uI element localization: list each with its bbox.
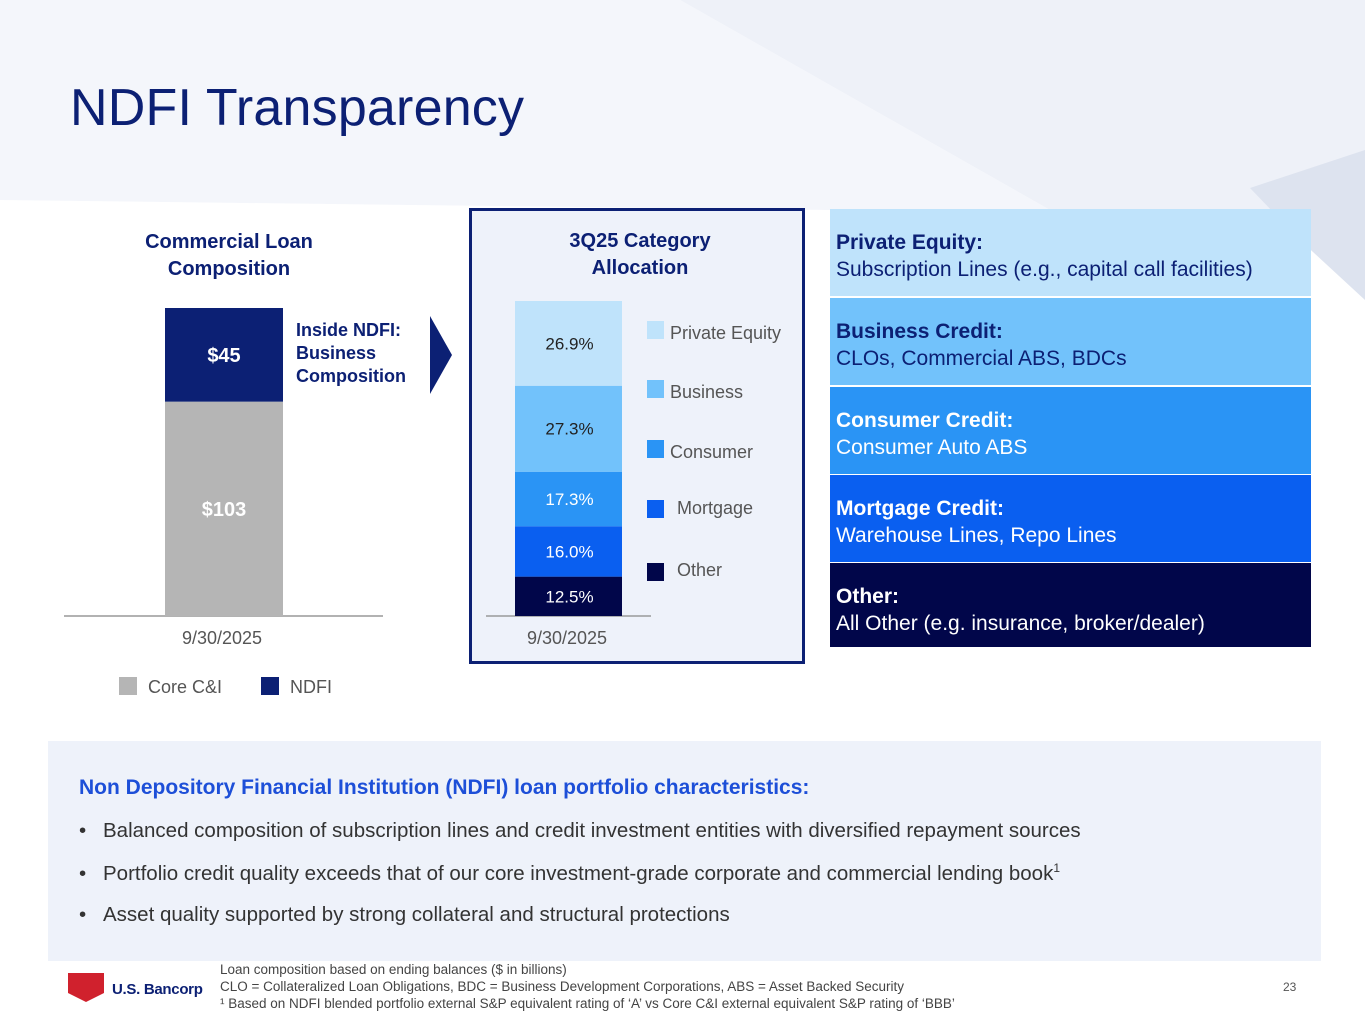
logo-wordmark: U.S. Bancorp xyxy=(112,981,203,998)
category-text: Subscription Lines (e.g., capital call f… xyxy=(836,258,1253,281)
bullet-item: • Asset quality supported by strong colla… xyxy=(79,903,730,926)
segment-data-label: 17.3% xyxy=(545,490,593,509)
page-number: 23 xyxy=(1283,980,1297,994)
bullet-item: • Balanced composition of subscription li… xyxy=(79,819,1081,842)
category-panel-business-credit: Business Credit: CLOs, Commercial ABS, B… xyxy=(830,298,1311,385)
legend-label: Core C&I xyxy=(148,677,222,697)
category-text: All Other (e.g. insurance, broker/dealer… xyxy=(836,612,1205,635)
category-panel-consumer-credit: Consumer Credit: Consumer Auto ABS xyxy=(830,387,1311,474)
segment-data-label: 26.9% xyxy=(545,334,593,353)
footnote-3: ¹ Based on NDFI blended portfolio extern… xyxy=(220,996,955,1011)
chart2-title-line1: 3Q25 Category xyxy=(569,230,711,252)
legend-label: NDFI xyxy=(290,677,332,697)
footnote-1: Loan composition based on ending balance… xyxy=(220,962,567,977)
footnote-2: CLO = Collateralized Loan Obligations, B… xyxy=(220,979,904,994)
legend-swatch xyxy=(647,563,664,581)
legend-label: Other xyxy=(677,560,722,580)
category-text: Warehouse Lines, Repo Lines xyxy=(836,524,1117,547)
bar-segment-mortgage xyxy=(515,526,622,577)
characteristics-panel xyxy=(48,741,1321,961)
legend-swatch xyxy=(119,677,137,695)
characteristics-heading: Non Depository Financial Institution (ND… xyxy=(79,776,810,799)
bar-ndfi xyxy=(165,308,283,402)
footnote-ref: 1 xyxy=(1053,861,1061,875)
bar-segment-other xyxy=(515,576,622,616)
chart1-title-line1: Commercial Loan xyxy=(145,231,313,253)
chart2-x-tick: 9/30/2025 xyxy=(527,628,607,648)
chart2-title-line2: Allocation xyxy=(591,257,689,279)
bar-data-label: $45 xyxy=(207,345,240,367)
legend-swatch xyxy=(647,500,664,518)
category-panel-mortgage-credit: Mortgage Credit: Warehouse Lines, Repo L… xyxy=(830,475,1311,562)
legend-label: Mortgage xyxy=(677,498,753,518)
bank-logo-shield-icon xyxy=(68,973,104,1002)
arrow-right-icon xyxy=(430,316,452,394)
legend-swatch xyxy=(647,380,664,398)
chart1-x-tick: 9/30/2025 xyxy=(182,628,262,648)
chart1-title-line2: Composition xyxy=(167,258,291,280)
category-panel-other: Other: All Other (e.g. insurance, broker… xyxy=(830,563,1311,647)
legend-swatch xyxy=(647,321,664,339)
segment-data-label: 12.5% xyxy=(545,587,593,606)
chart2-title: 3Q25 Category Allocation xyxy=(510,228,770,282)
category-heading: Mortgage Credit: xyxy=(836,497,1004,520)
annotation-line3: Composition xyxy=(296,366,406,386)
bullet-text: Balanced composition of subscription lin… xyxy=(103,819,1081,842)
ndfi-annotation: Inside NDFI: Business Composition xyxy=(296,319,406,388)
legend-label: Consumer xyxy=(670,442,753,462)
bullet-text: Portfolio credit quality exceeds that of… xyxy=(103,861,1054,885)
bar-segment-business xyxy=(515,385,622,472)
bar-core-c-i xyxy=(165,401,283,616)
legend-swatch xyxy=(647,440,664,458)
category-heading: Other: xyxy=(836,585,899,608)
bar-data-label: $103 xyxy=(202,499,247,521)
bar-segment-private-equity xyxy=(515,301,622,386)
annotation-line2: Business xyxy=(296,343,377,363)
legend-swatch xyxy=(261,677,279,695)
segment-data-label: 16.0% xyxy=(545,542,593,561)
category-panel-private-equity: Private Equity: Subscription Lines (e.g.… xyxy=(830,209,1311,296)
bullet-text: Asset quality supported by strong collat… xyxy=(103,903,730,926)
category-text: CLOs, Commercial ABS, BDCs xyxy=(836,347,1127,370)
category-text: Consumer Auto ABS xyxy=(836,436,1028,459)
segment-data-label: 27.3% xyxy=(545,420,593,439)
category-heading: Private Equity: xyxy=(836,231,984,254)
category-heading: Business Credit: xyxy=(836,320,1003,343)
bullet-item: • Portfolio credit quality exceeds that o… xyxy=(79,861,1061,885)
category-heading: Consumer Credit: xyxy=(836,409,1014,432)
page-title: NDFI Transparency xyxy=(70,79,525,137)
annotation-line1: Inside NDFI: xyxy=(296,320,402,340)
bar-segment-consumer xyxy=(515,471,622,527)
legend-label: Private Equity xyxy=(670,323,781,343)
chart1-title: Commercial Loan Composition xyxy=(109,229,349,283)
legend-label: Business xyxy=(670,382,743,402)
